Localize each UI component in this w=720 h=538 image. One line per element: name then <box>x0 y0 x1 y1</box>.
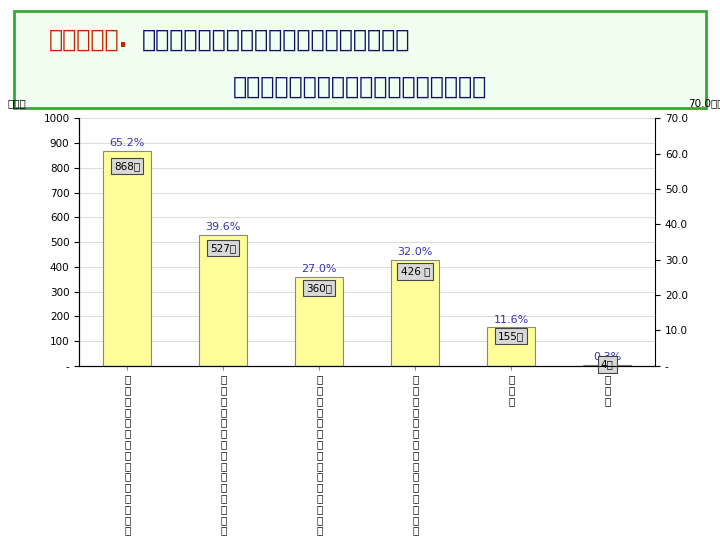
Text: 27.0%: 27.0% <box>302 264 337 274</box>
Text: なぜ民間企業が刑務所の運営に参入しない: なぜ民間企業が刑務所の運営に参入しない <box>143 28 410 52</box>
Bar <box>295 277 343 366</box>
Text: 無
回
答: 無 回 答 <box>604 374 611 406</box>
Text: （人）: （人） <box>7 98 26 109</box>
Text: 4人: 4人 <box>600 359 613 370</box>
Text: 32.0%: 32.0% <box>397 247 433 258</box>
FancyBboxPatch shape <box>14 11 706 108</box>
Text: 65.2%: 65.2% <box>109 138 145 148</box>
Text: 70.0（％）: 70.0（％） <box>688 98 720 109</box>
Text: 民
間
企
業
の
職
員
は
危
険
を
顔
み
ず
受
刑
者
に
立
ち
向
か
う
こ
と
が
で
き
な
い: 民 間 企 業 の 職 員 は 危 険 を 顔 み ず 受 刑 者 に 立 ち … <box>220 374 226 538</box>
Text: 0.3%: 0.3% <box>593 352 621 362</box>
Text: 527人: 527人 <box>210 243 236 253</box>
Text: 方が良いと思われますか。（複数回答）: 方が良いと思われますか。（複数回答） <box>233 74 487 98</box>
Bar <box>391 260 439 366</box>
Text: 11.6%: 11.6% <box>494 315 528 324</box>
Text: そ
の
他: そ の 他 <box>508 374 514 406</box>
Bar <box>487 328 535 366</box>
Text: 民
間
企
業
が
利
益
を
上
げ
る
た
め
に
受
刑
者
の
収
容
を
増
や
す
恐
れ
が
あ
る: 民 間 企 業 が 利 益 を 上 げ る た め に 受 刑 者 の 収 容 … <box>412 374 418 538</box>
Text: 155人: 155人 <box>498 331 524 341</box>
Text: 868人: 868人 <box>114 161 140 171</box>
Text: 39.6%: 39.6% <box>205 222 241 232</box>
Bar <box>199 236 247 366</box>
Text: 民
間
企
業
に
よ
る
質
の
良
い
サ
ー
ビ
ス
は
受
刑
者
を
甘
や
か
す
だ
け
で
あ
る: 民 間 企 業 に よ る 質 の 良 い サ ー ビ ス は 受 刑 者 を … <box>316 374 323 538</box>
Text: 360人: 360人 <box>306 283 332 293</box>
Bar <box>103 151 151 366</box>
Text: 刑
務
所
の
運
営
で
利
益
を
追
求
し
て
は
い
け
な
い: 刑 務 所 の 運 営 で 利 益 を 追 求 し て は い け な い <box>124 374 130 538</box>
Text: 426 人: 426 人 <box>400 266 430 277</box>
Text: 問３（２）.: 問３（２）. <box>49 28 128 52</box>
Bar <box>583 365 631 366</box>
